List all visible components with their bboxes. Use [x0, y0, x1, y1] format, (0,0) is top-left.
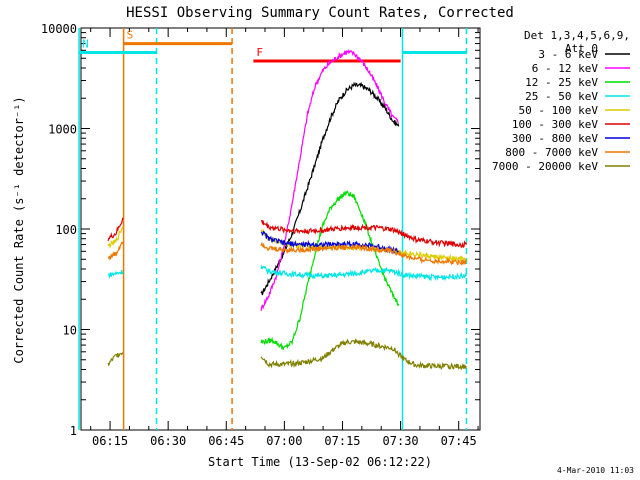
y-tick-label: 1000 — [48, 123, 77, 137]
series-line-7 — [107, 241, 467, 266]
y-tick-label: 1 — [70, 424, 77, 438]
plot-timestamp: 4-Mar-2010 11:03 — [556, 466, 634, 475]
legend-label: 100 - 300 keV — [511, 118, 598, 131]
y-tick-label: 10 — [63, 324, 77, 338]
series-line-6 — [260, 230, 399, 255]
legend-title: Det 1,3,4,5,6,9, — [524, 29, 630, 42]
annotation-label-N: N — [82, 38, 89, 51]
x-tick-label: 07:00 — [266, 434, 302, 448]
legend-label: 12 - 25 keV — [525, 76, 598, 89]
series-line-1 — [260, 48, 399, 311]
x-tick-label: 07:15 — [324, 434, 360, 448]
x-tick-label: 07:45 — [441, 434, 477, 448]
x-axis-label: Start Time (13-Sep-02 06:12:22) — [208, 455, 432, 469]
legend-title: Att 0 — [564, 42, 598, 55]
legend-label: 6 - 12 keV — [531, 62, 598, 75]
legend-label: 7000 - 20000 keV — [492, 160, 598, 173]
series-line-0 — [260, 81, 400, 296]
y-tick-label: 100 — [55, 223, 77, 237]
legend-label: 800 - 7000 keV — [505, 146, 598, 159]
annotation-label-F: F — [256, 46, 263, 59]
series-line-5 — [107, 217, 467, 249]
series-line-8 — [107, 337, 467, 371]
annotation-label-S: S — [127, 29, 134, 42]
x-tick-label: 06:30 — [150, 434, 186, 448]
series-line-3 — [107, 264, 467, 282]
x-tick-label: 06:45 — [208, 434, 244, 448]
legend-label: 300 - 800 keV — [511, 132, 598, 145]
series-line-2 — [260, 190, 400, 350]
y-axis-label: Corrected Count Rate (s⁻¹ detector⁻¹) — [12, 96, 26, 363]
chart-title: HESSI Observing Summary Count Rates, Cor… — [126, 5, 514, 21]
x-tick-label: 07:30 — [383, 434, 419, 448]
legend-label: 25 - 50 keV — [525, 90, 598, 103]
x-tick-label: 06:15 — [92, 434, 128, 448]
legend-label: 50 - 100 keV — [518, 104, 598, 117]
legend-label: 3 - 6 keV — [538, 48, 598, 61]
y-tick-label: 10000 — [41, 22, 77, 36]
